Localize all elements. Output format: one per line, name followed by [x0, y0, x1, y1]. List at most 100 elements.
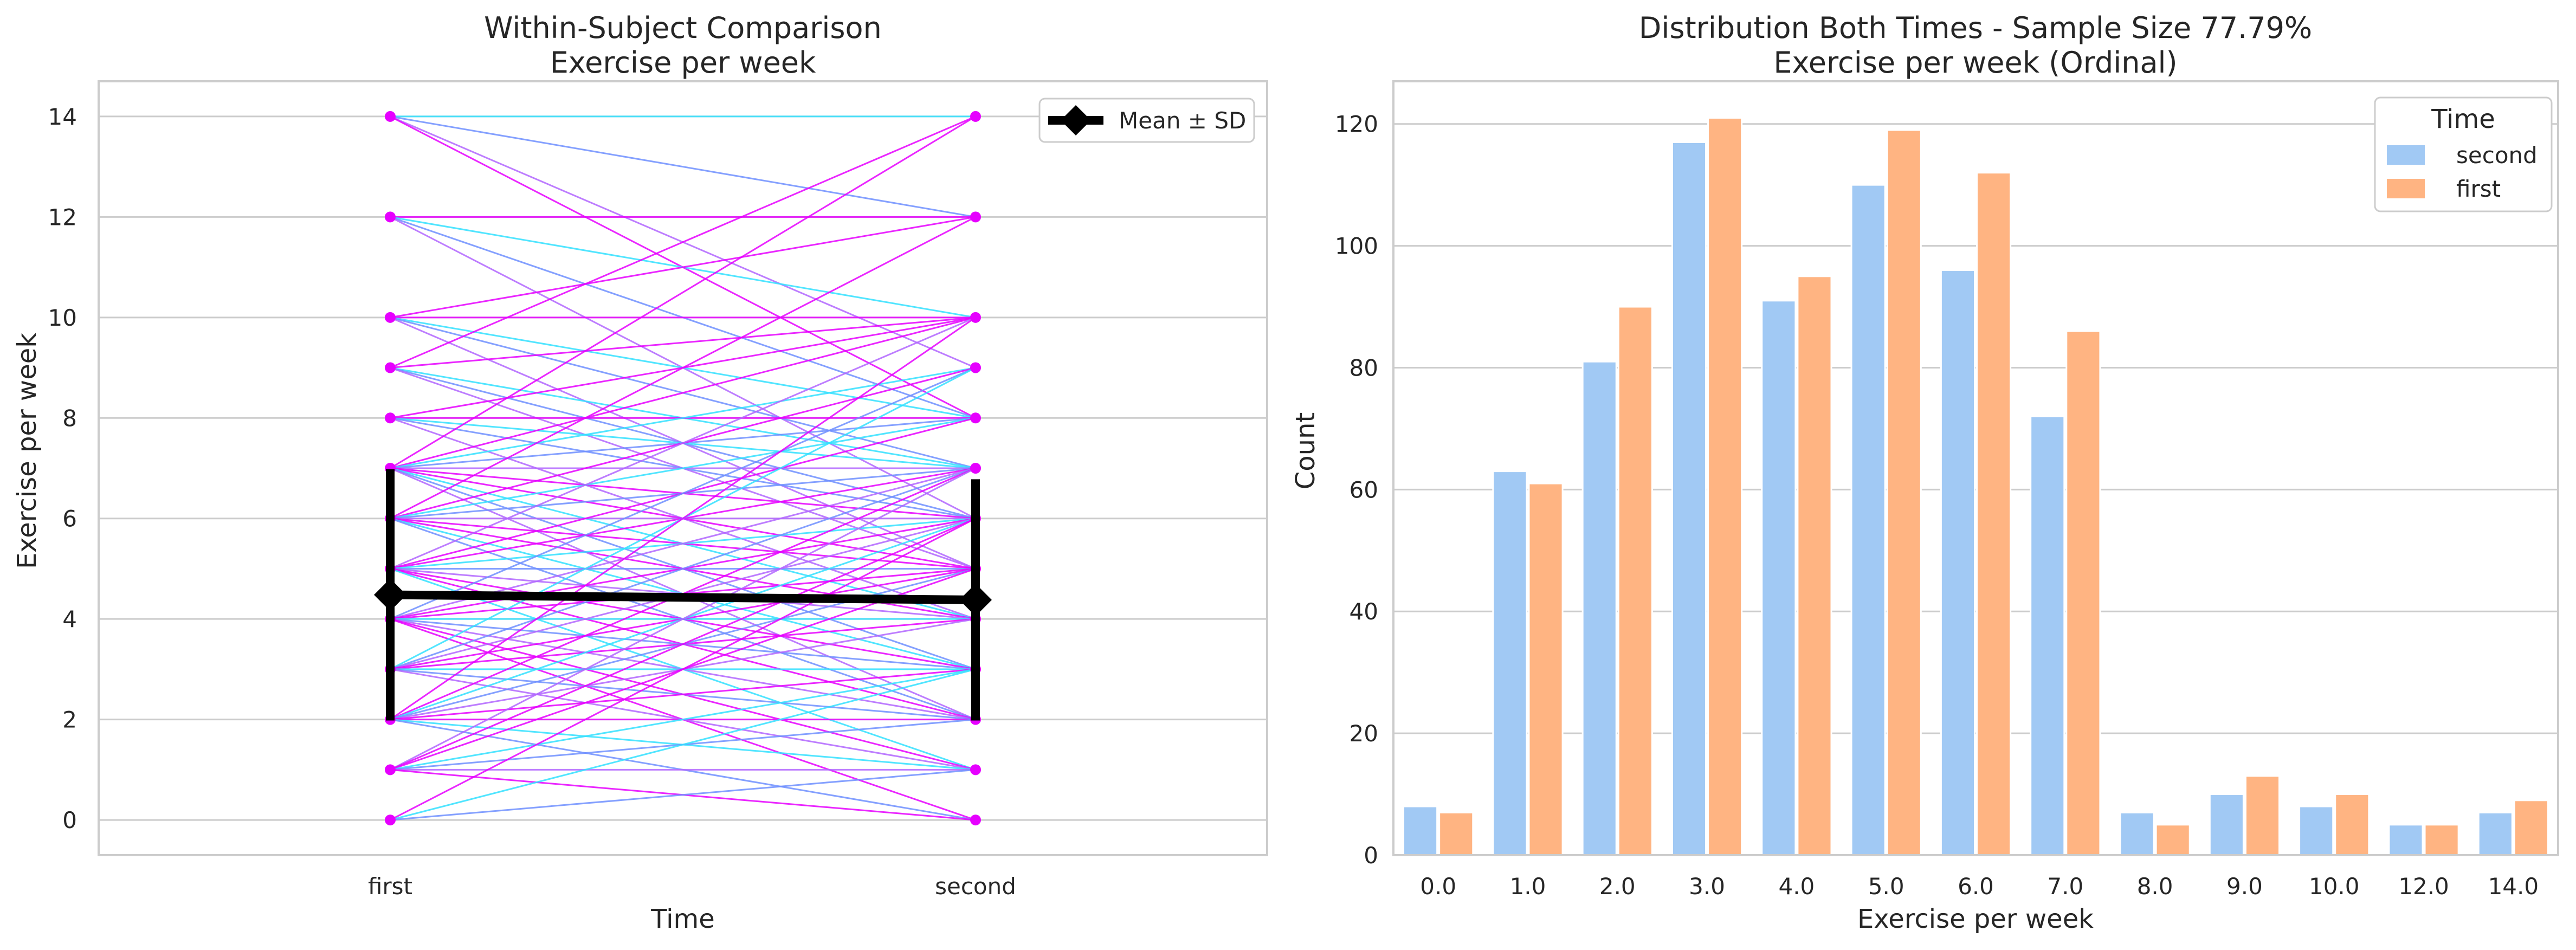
bar-second-9.0 [2209, 793, 2244, 856]
subject-line [390, 115, 976, 369]
right-xtick-label: 12.0 [2398, 873, 2449, 900]
subject-line [390, 518, 976, 771]
subject-point-second [970, 815, 981, 826]
subject-point-first [385, 211, 396, 223]
subject-line [390, 216, 976, 319]
left-chart-plot: 0 2 4 6 8 10 12 14 first second [48, 80, 1268, 900]
left-xtick-label: second [935, 873, 1016, 900]
bar-second-12.0 [2388, 824, 2424, 856]
subject-point-second [970, 764, 981, 775]
right-chart-title-line1: Distribution Both Times - Sample Size 77… [1639, 11, 2313, 45]
subject-point-first [385, 764, 396, 775]
legend-label-first: first [2456, 176, 2501, 202]
bar-first-12.0 [2424, 824, 2459, 856]
mean-marker-first [374, 578, 406, 611]
subject-line [390, 518, 976, 821]
subject-point-second [970, 211, 981, 223]
right-plot-frame [1392, 80, 2559, 856]
left-ytick-label: 14 [48, 104, 77, 130]
bar-second-4.0 [1761, 300, 1797, 856]
right-xtick-label: 6.0 [1958, 873, 1994, 900]
legend-swatch-first [2387, 179, 2425, 198]
subject-line [390, 316, 976, 720]
subject-line [390, 367, 976, 620]
left-chart-title-line1: Within-Subject Comparison [484, 11, 882, 45]
right-xtick-label: 1.0 [1510, 873, 1546, 900]
subject-line [390, 467, 976, 771]
right-ytick-label: 40 [1350, 598, 1378, 625]
subject-line [390, 417, 976, 520]
bar-second-1.0 [1492, 470, 1528, 856]
bar-first-4.0 [1797, 275, 1832, 856]
subject-line [390, 668, 976, 771]
right-chart-legend: Time second first [2374, 96, 2553, 212]
left-legend-marker-swatch [1061, 105, 1091, 135]
left-chart-ylabel: Exercise per week [12, 333, 42, 569]
right-chart-title-line2: Exercise per week (Ordinal) [1773, 46, 2177, 80]
subject-line [390, 467, 976, 670]
bar-second-14.0 [2477, 811, 2513, 856]
bar-first-2.0 [1617, 306, 1653, 856]
subject-line [390, 668, 976, 821]
legend-swatch-second [2387, 145, 2425, 165]
left-chart-legend: Mean ± SD [1038, 98, 1255, 143]
left-plot-frame [98, 80, 1268, 856]
right-ytick-label: 60 [1350, 476, 1378, 503]
right-ytick-label: 20 [1350, 720, 1378, 747]
bar-first-14.0 [2513, 799, 2549, 856]
subject-line [390, 316, 976, 369]
mean-marker-second [959, 583, 992, 616]
right-chart-xlabel: Exercise per week [1857, 904, 2094, 934]
left-ytick-label: 12 [48, 204, 77, 230]
subject-line [390, 115, 976, 218]
subject-point-first [385, 815, 396, 826]
right-xtick-label: 7.0 [2047, 873, 2083, 900]
right-ytick-label: 0 [1364, 842, 1378, 869]
subject-point-first [385, 111, 396, 122]
left-ytick-label: 8 [62, 405, 77, 431]
bar-second-2.0 [1581, 360, 1617, 856]
subject-line [390, 316, 976, 570]
left-legend-frame [1038, 98, 1255, 143]
bar-second-5.0 [1850, 184, 1886, 856]
left-legend-label: Mean ± SD [1119, 107, 1246, 134]
subject-line [390, 668, 976, 721]
bar-first-1.0 [1528, 482, 1564, 856]
subject-point-second [970, 312, 981, 323]
right-xtick-label: 4.0 [1778, 873, 1815, 900]
subject-point-first [385, 412, 396, 424]
bar-first-8.0 [2155, 824, 2191, 856]
subject-point-first [385, 312, 396, 323]
bar-first-6.0 [1976, 172, 2012, 856]
left-ytick-label: 2 [62, 707, 77, 733]
bar-second-8.0 [2119, 811, 2155, 856]
mean-line [390, 590, 976, 604]
right-xtick-label: 0.0 [1420, 873, 1456, 900]
legend-label-second: second [2456, 142, 2538, 169]
right-xtick-label: 5.0 [1868, 873, 1904, 900]
left-ytick-label: 0 [62, 807, 77, 833]
subject-line [390, 768, 976, 821]
subject-line [390, 316, 976, 469]
right-xtick-label: 2.0 [1599, 873, 1636, 900]
right-chart-ylabel: Count [1290, 412, 1321, 490]
bar-first-0.0 [1438, 811, 1474, 856]
right-xtick-label: 10.0 [2309, 873, 2360, 900]
left-ytick-label: 10 [48, 305, 77, 331]
bar-first-10.0 [2334, 793, 2370, 856]
right-xtick-label: 14.0 [2488, 873, 2539, 900]
left-chart-xlabel: Time [650, 904, 714, 934]
right-chart-plot: 0 20 40 60 80 100 120 0.0 1.0 2.0 3.0 4.0 5.0 6.0 7.0 8… [1335, 80, 2559, 900]
subject-line [390, 115, 976, 469]
right-xtick-label: 3.0 [1689, 873, 1725, 900]
right-ytick-label: 120 [1335, 111, 1378, 138]
left-ytick-label: 4 [62, 606, 77, 632]
subject-point-second [970, 362, 981, 373]
bar-first-3.0 [1707, 117, 1743, 856]
right-xtick-label: 8.0 [2137, 873, 2173, 900]
subject-point-second [970, 412, 981, 424]
bar-second-6.0 [1940, 269, 1976, 856]
subject-line [390, 216, 976, 520]
bar-second-7.0 [2030, 415, 2065, 856]
